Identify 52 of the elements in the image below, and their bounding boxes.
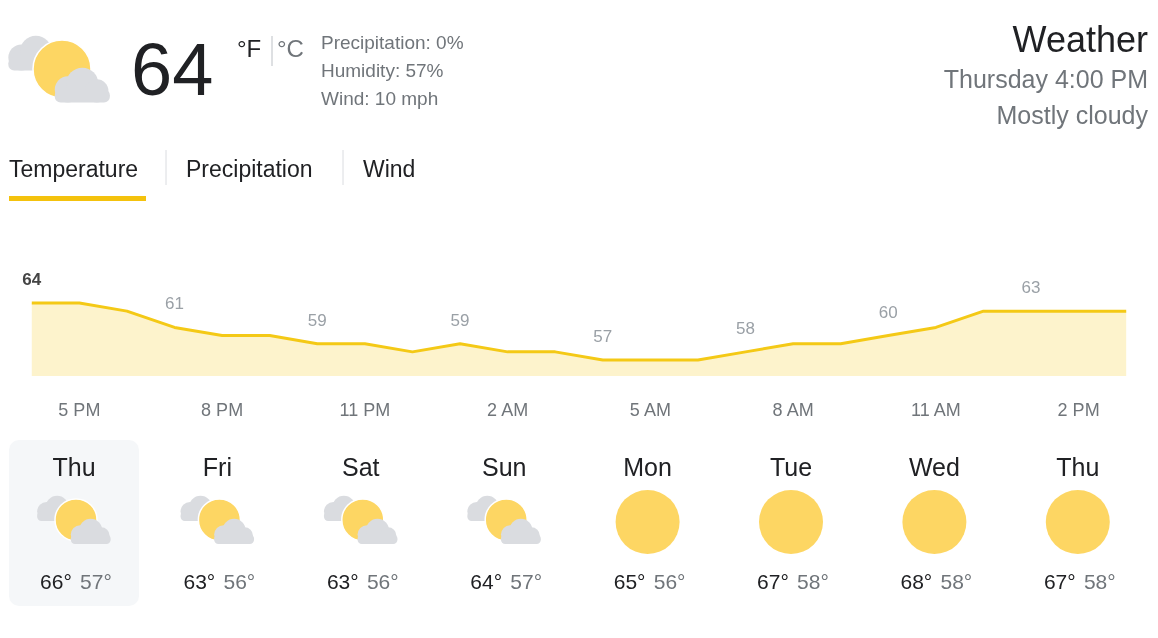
category-label: Tue xyxy=(769,453,813,481)
category-label: Wed xyxy=(908,453,960,481)
data-label: 56° xyxy=(366,570,399,593)
data-label: 67° xyxy=(1043,570,1076,593)
data-label: 64 xyxy=(22,270,42,289)
x-tick-label: 11 PM xyxy=(339,400,391,420)
text: °F xyxy=(237,35,262,62)
data-label: 64° xyxy=(470,570,503,593)
data-label: 57 xyxy=(593,327,613,346)
data-label: 66° xyxy=(40,570,72,593)
data-label: 58 xyxy=(736,318,755,338)
text: Precipitation: 0% xyxy=(321,32,464,53)
x-tick-label: 5 AM xyxy=(629,400,671,420)
x-tick-label: 8 PM xyxy=(201,400,244,420)
data-label: 58° xyxy=(797,570,829,593)
text: Mostly cloudy xyxy=(996,101,1149,129)
text: Wind: 10 mph xyxy=(321,88,439,109)
data-label: 56° xyxy=(653,570,686,593)
data-label: 61 xyxy=(165,294,184,314)
data-label: 58° xyxy=(1083,570,1116,593)
text: Weather xyxy=(1012,19,1149,60)
data-label: 63° xyxy=(183,570,216,593)
x-tick-label: 2 AM xyxy=(487,400,529,420)
data-label: 63° xyxy=(326,570,359,593)
data-label: 58° xyxy=(940,570,973,593)
data-label: 63 xyxy=(1021,278,1041,298)
data-label: 59 xyxy=(450,310,470,330)
x-tick-label: 11 AM xyxy=(911,400,961,420)
data-label: 65° xyxy=(613,570,646,593)
data-label: 57° xyxy=(80,570,112,593)
x-tick-label: 2 PM xyxy=(1057,400,1100,420)
data-label: 68° xyxy=(900,570,933,593)
text: Humidity: 57% xyxy=(321,60,444,81)
text: Wind xyxy=(363,156,416,182)
data-label: 56° xyxy=(223,570,256,593)
text: °C xyxy=(277,35,304,62)
text: Thursday 4:00 PM xyxy=(943,65,1148,93)
data-label: 60 xyxy=(878,302,898,322)
category-label: Sat xyxy=(342,453,380,481)
category-label: Thu xyxy=(1056,453,1100,481)
text: Temperature xyxy=(9,156,139,182)
category-label: Sun xyxy=(481,453,527,481)
text: Precipitation xyxy=(186,156,313,182)
category-label: Fri xyxy=(202,453,232,481)
text: 64 xyxy=(131,28,214,111)
category-label: Thu xyxy=(52,453,96,481)
category-label: Mon xyxy=(623,453,672,481)
data-label: 57° xyxy=(510,570,543,593)
data-label: 67° xyxy=(757,570,789,593)
x-tick-label: 5 PM xyxy=(58,400,101,420)
data-label: 59 xyxy=(307,310,327,330)
x-tick-label: 8 AM xyxy=(772,400,814,420)
